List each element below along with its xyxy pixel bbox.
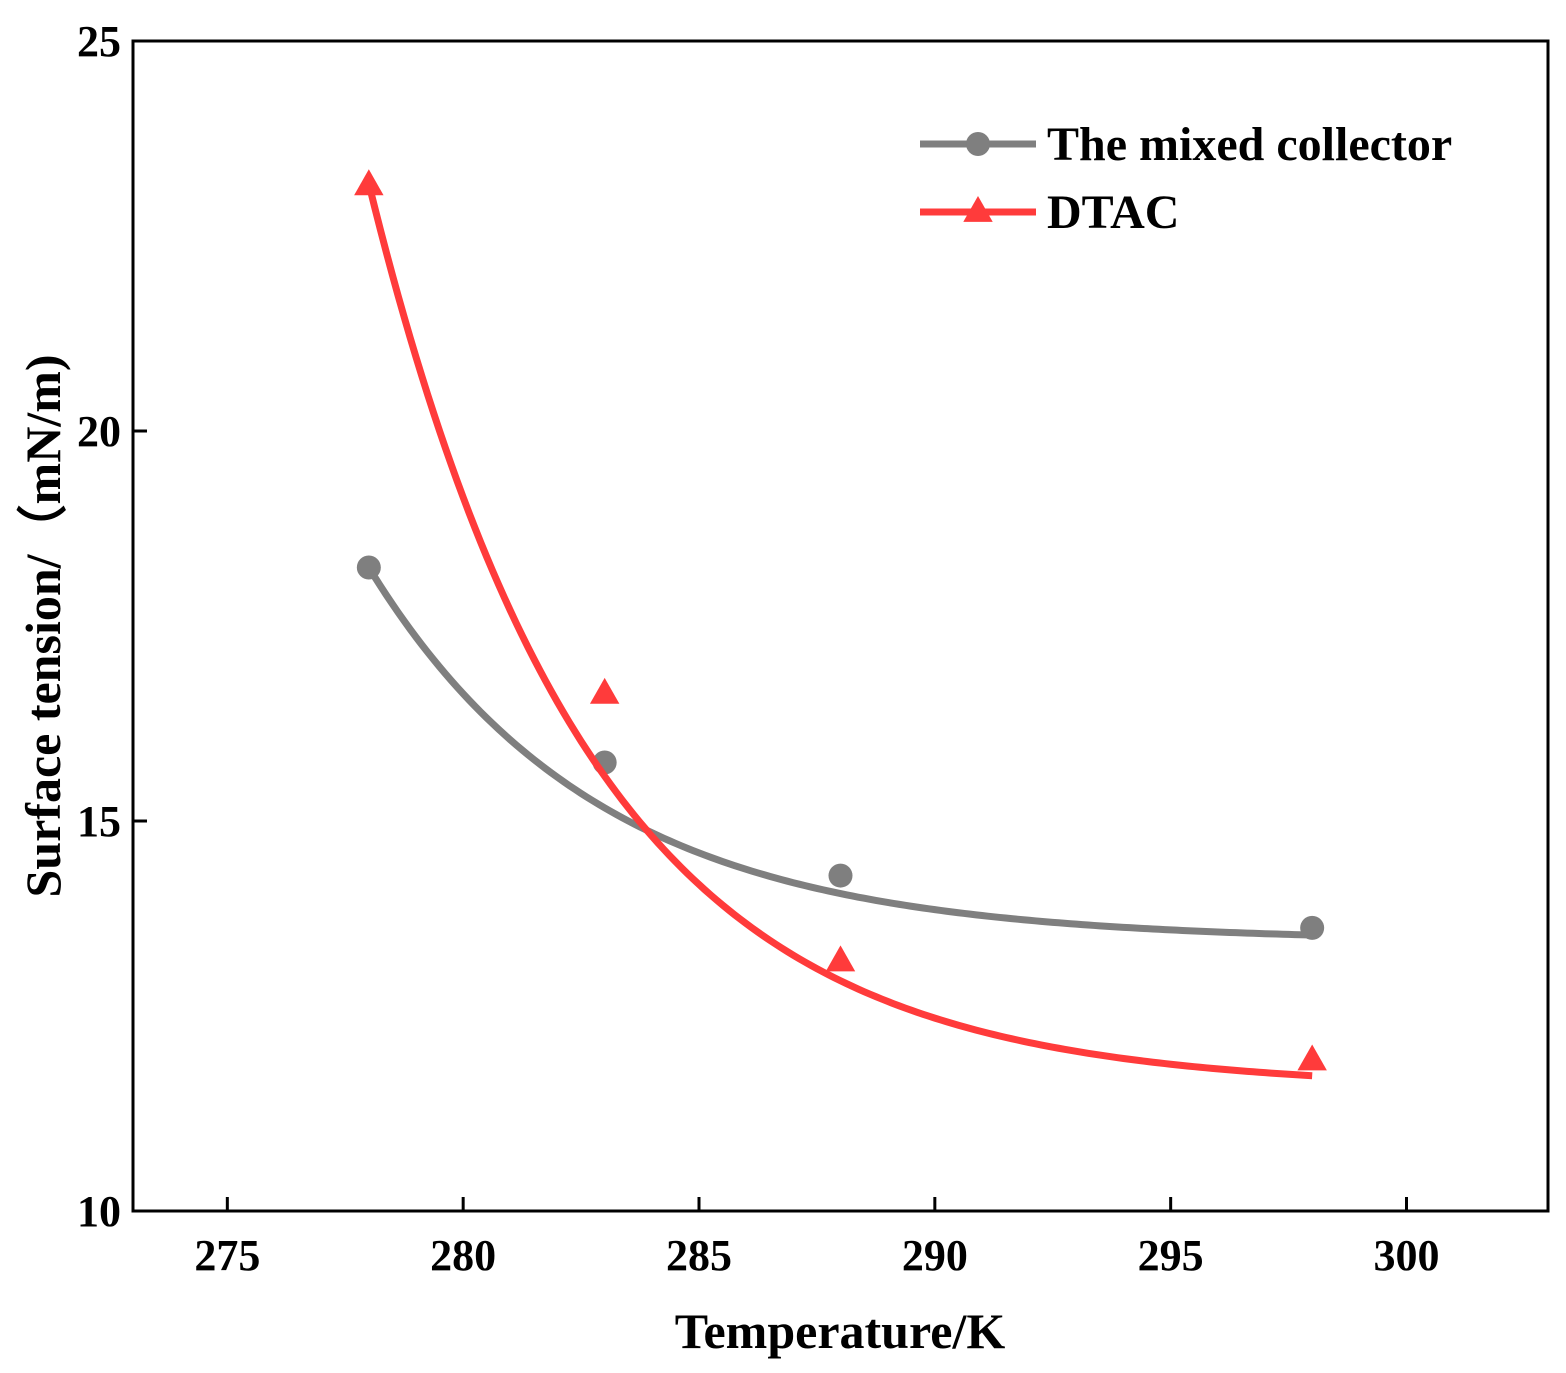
series-1-point-3 — [1297, 1044, 1327, 1071]
y-axis-title: Surface tension/（mN/m) — [15, 355, 71, 898]
x-tick-label-4: 295 — [1138, 1231, 1204, 1280]
legend: The mixed collector DTAC — [920, 118, 1452, 239]
x-tick-label-1: 280 — [430, 1231, 496, 1280]
series-1-point-0 — [354, 169, 384, 196]
x-tick-label-5: 300 — [1374, 1231, 1440, 1280]
y-tick-label-1: 15 — [77, 797, 121, 846]
series-1-point-1 — [589, 677, 620, 704]
x-tick-label-3: 290 — [902, 1231, 968, 1280]
axes-layer: 275 280 285 290 295 300 10 15 20 25 — [77, 17, 1440, 1280]
series-0-point-0 — [356, 555, 381, 580]
plot-frame — [131, 39, 1550, 1213]
series-1-line — [365, 182, 1313, 1080]
series-0-point-3 — [1300, 915, 1325, 940]
legend-label-1: DTAC — [1047, 186, 1179, 239]
legend-marker-0 — [966, 132, 990, 156]
legend-label-0: The mixed collector — [1047, 118, 1452, 171]
series-0-point-2 — [828, 863, 853, 888]
series-1-point-2 — [825, 945, 856, 972]
legend-marker-1 — [963, 196, 993, 222]
x-tick-label-2: 285 — [666, 1231, 732, 1280]
x-tick-label-0: 275 — [194, 1231, 260, 1280]
series-layer — [354, 169, 1327, 1080]
x-axis-title: Temperature/K — [675, 1303, 1006, 1359]
y-tick-label-3: 25 — [77, 17, 121, 66]
series-0-line — [365, 565, 1313, 939]
y-tick-label-2: 20 — [77, 407, 121, 456]
y-tick-label-0: 10 — [77, 1187, 121, 1236]
